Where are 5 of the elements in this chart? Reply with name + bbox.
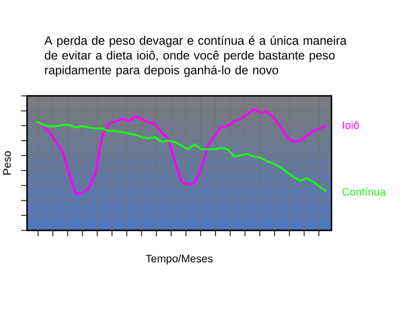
chart-title: A perda de peso devagar e contínua é a única maneira de evitar a dieta ioiô, onde você perde bastante peso rapidamente para depois ganhá-lo de novo xyxy=(44,36,347,77)
series-label: Ioiô xyxy=(342,120,359,129)
series-label: Contínua xyxy=(342,187,386,196)
y-axis-title: Peso xyxy=(3,151,11,174)
x-axis-title: Tempo/Meses xyxy=(146,254,213,264)
